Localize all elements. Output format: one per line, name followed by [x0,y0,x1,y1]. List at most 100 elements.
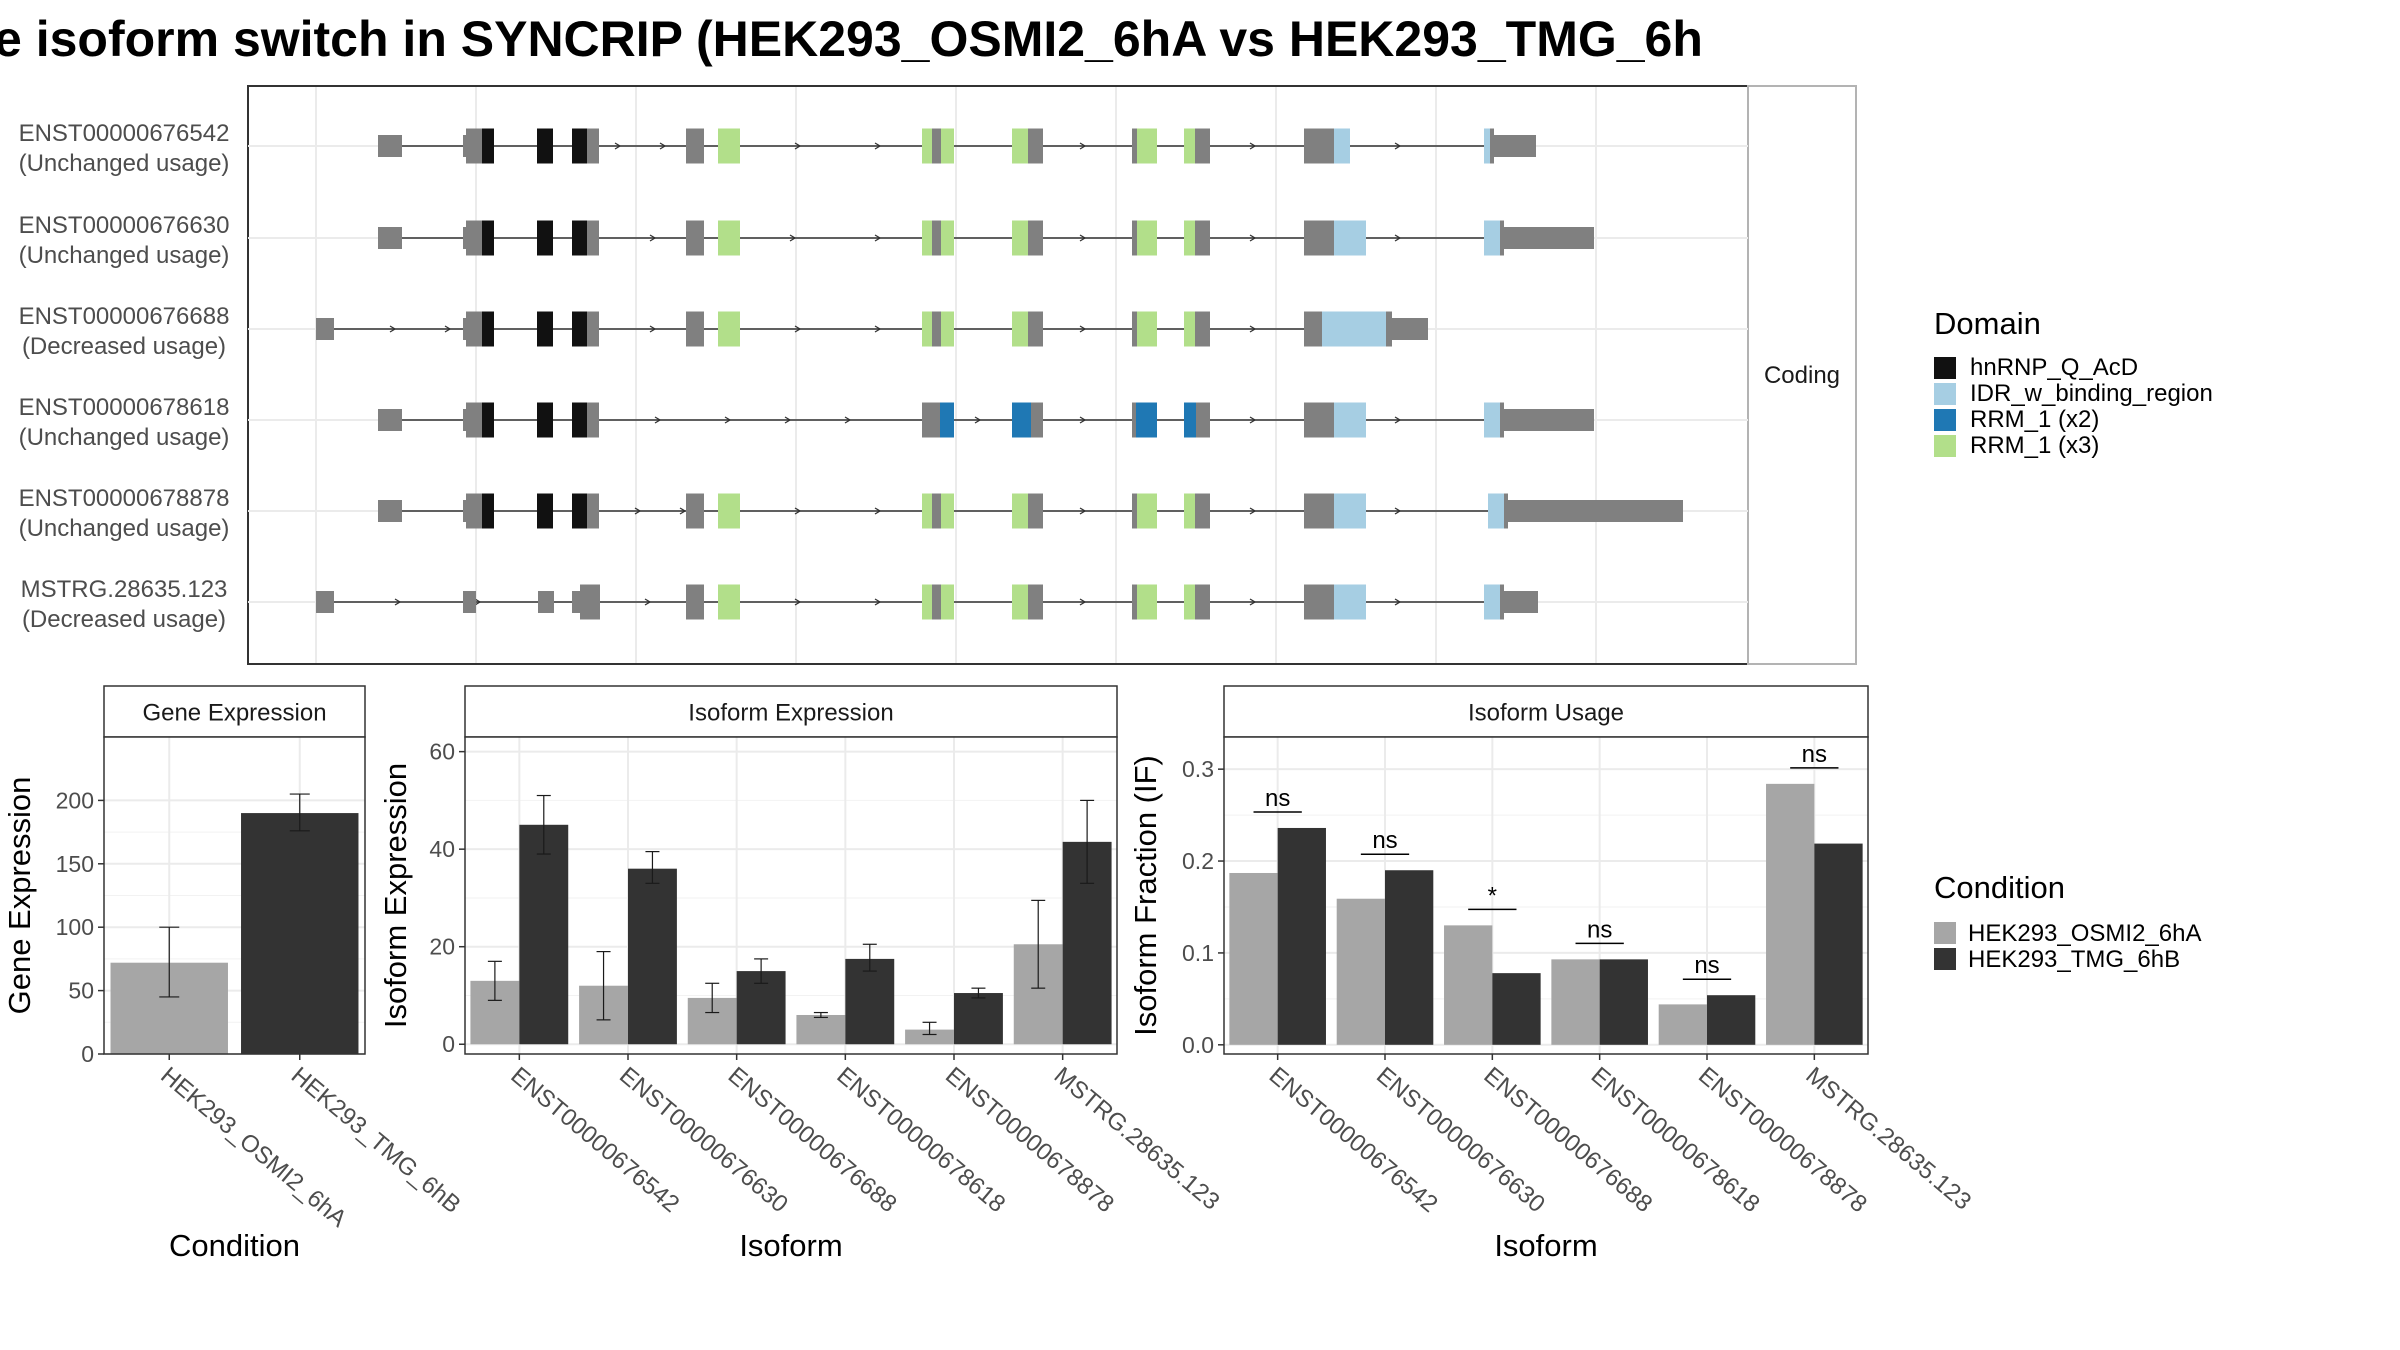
exon-block [316,591,334,613]
panel-background [1224,737,1868,1054]
panel-strip [1223,685,1869,738]
intron-arrow-mark [649,325,657,333]
domain-block-RRM_1_x3 [922,220,932,256]
exon-block [932,220,941,256]
domain-block-RRM_1_x3 [1137,584,1157,620]
exon-block [463,591,476,613]
exon-block [1195,493,1210,529]
exon-block [1196,402,1210,438]
domain-block-hnRNP_Q_AcD [572,493,587,529]
bar [628,868,677,1045]
isoform-row-ENST00000678618 [248,402,1748,438]
exon-block [1132,493,1137,529]
intron-arrow-mark [634,507,642,515]
exon-block [1508,500,1683,522]
y-tick-label: 50 [68,978,94,1004]
isoform-row-ENST00000676688 [248,311,1748,347]
exon-block [1132,402,1136,438]
exon-block [932,493,941,529]
domain-block-RRM_1_x3 [922,128,932,164]
intron-arrow-mark [874,142,882,150]
bar [1229,872,1278,1045]
intron-arrow-mark [614,142,622,150]
domain-block-hnRNP_Q_AcD [537,311,553,347]
panel-border [103,736,366,1055]
domain-block-hnRNP_Q_AcD [572,402,587,438]
exon-block [378,227,402,249]
exon-block [378,135,402,157]
domain-legend-swatch [1934,357,1956,379]
bar [519,824,569,1045]
intron-arrow-mark [1249,142,1257,150]
exon-block [1494,135,1536,157]
x-axis-title: Isoform [1494,1228,1597,1263]
y-tick-label: 0 [81,1041,94,1067]
exon-block [1195,311,1210,347]
domain-block-hnRNP_Q_AcD [572,220,587,256]
intron-arrow-mark [794,325,802,333]
domain-block-IDR_w_binding_region [1484,402,1500,438]
domain-block-IDR_w_binding_region [1484,584,1500,620]
exon-block [932,584,941,620]
exon-block [466,128,482,164]
isoform-usage-label: (Unchanged usage) [19,515,230,542]
domain-block-RRM_1_x3 [1012,220,1028,256]
domain-block-RRM_1_x3 [1184,220,1195,256]
exon-block [1028,584,1043,620]
exon-block [587,402,599,438]
intron-arrow-mark [794,598,802,606]
domain-block-IDR_w_binding_region [1488,493,1504,529]
domain-block-RRM_1_x2 [1012,402,1031,438]
exon-block [1028,311,1043,347]
exon-block [686,311,704,347]
domain-legend-label: IDR_w_binding_region [1970,380,2213,407]
exon-block [1304,584,1334,620]
intron-arrow-mark [1249,507,1257,515]
isoform-usage-panel: Isoform Usagensns*nsnsns0.00.10.20.3ENST… [1128,685,1976,1263]
panel-border [464,736,1118,1055]
intron-arrow-mark [644,598,652,606]
isoform-row-MSTRG.28635.123 [248,584,1748,620]
panel-background [465,737,1117,1054]
y-tick-label: 200 [56,787,94,813]
domain-block-hnRNP_Q_AcD [482,311,494,347]
y-tick-label: 0.2 [1182,848,1214,874]
intron-arrow-mark [794,142,802,150]
domain-block-RRM_1_x3 [922,584,932,620]
intron-arrow-mark [659,142,667,150]
exon-block [1028,128,1043,164]
exon-block [378,409,402,431]
domain-legend-title: Domain [1934,306,2041,341]
significance-label: ns [1372,827,1397,854]
intron-arrow-mark [679,507,687,515]
condition-legend-title: Condition [1934,870,2065,905]
exon-block [316,318,334,340]
intron-arrow-mark [1079,416,1087,424]
exon-block [580,584,600,620]
exon-block [1500,220,1504,256]
isoform-id-label: MSTRG.28635.123 [21,576,228,603]
domain-block-hnRNP_Q_AcD [572,311,587,347]
intron-arrow-mark [1079,234,1087,242]
exon-block [378,500,402,522]
exon-block [1500,584,1504,620]
domain-block-RRM_1_x3 [922,493,932,529]
significance-label: ns [1694,952,1719,979]
domain-block-RRM_1_x3 [1184,311,1195,347]
y-tick-label: 100 [56,914,94,940]
exon-block [587,493,599,529]
panel-title: Isoform Expression [688,700,893,727]
exon-block [922,402,940,438]
domain-block-IDR_w_binding_region [1334,493,1366,529]
domain-block-IDR_w_binding_region [1484,128,1490,164]
domain-block-RRM_1_x2 [940,402,954,438]
domain-block-RRM_1_x3 [941,220,954,256]
isoform-usage-label: (Unchanged usage) [19,424,230,451]
condition-legend-label: HEK293_OSMI2_6hA [1968,920,2201,947]
intron-arrow-mark [724,416,732,424]
isoform-expression-panel: Isoform Expression0204060ENST00000676542… [378,685,1225,1263]
intron-arrow-mark [1079,507,1087,515]
domain-block-hnRNP_Q_AcD [482,402,494,438]
intron-arrow-mark [1394,142,1402,150]
